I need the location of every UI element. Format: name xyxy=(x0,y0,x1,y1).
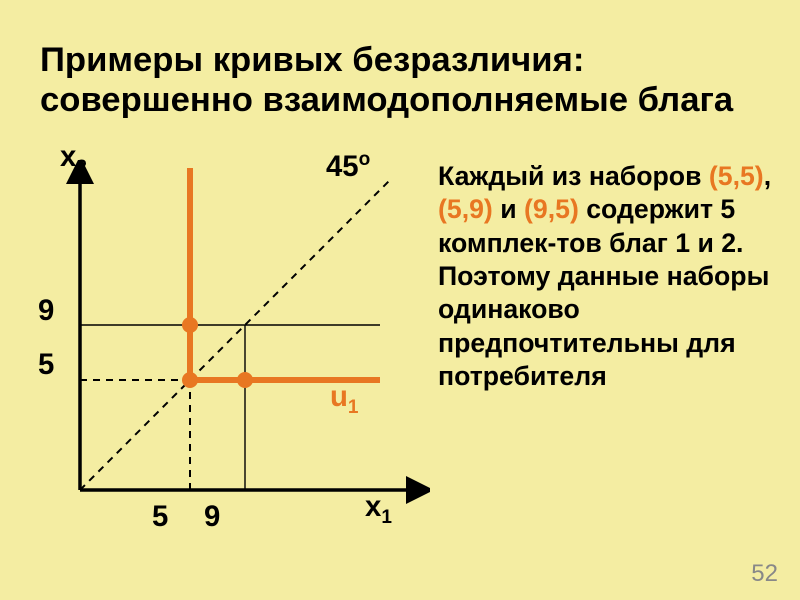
explanation-text: Каждый из наборов (5,5), (5,9) и (9,5) с… xyxy=(438,160,773,393)
rt-hl2: (5,9) xyxy=(438,194,493,224)
rt-sep1: , xyxy=(764,161,771,191)
rt-sep2: и xyxy=(493,194,524,224)
slide-title: Примеры кривых безразличия: совершенно в… xyxy=(40,41,760,121)
rt-hl3: (9,5) xyxy=(524,194,579,224)
rt-pre1: Каждый из наборов xyxy=(438,161,701,191)
point-5-5 xyxy=(182,372,198,388)
diagonal-45-line xyxy=(80,180,390,490)
point-5-9 xyxy=(182,317,198,333)
rt-hl1: (5,5) xyxy=(709,161,764,191)
point-9-5 xyxy=(237,372,253,388)
slide-number: 52 xyxy=(751,560,778,588)
indifference-chart xyxy=(50,160,430,540)
